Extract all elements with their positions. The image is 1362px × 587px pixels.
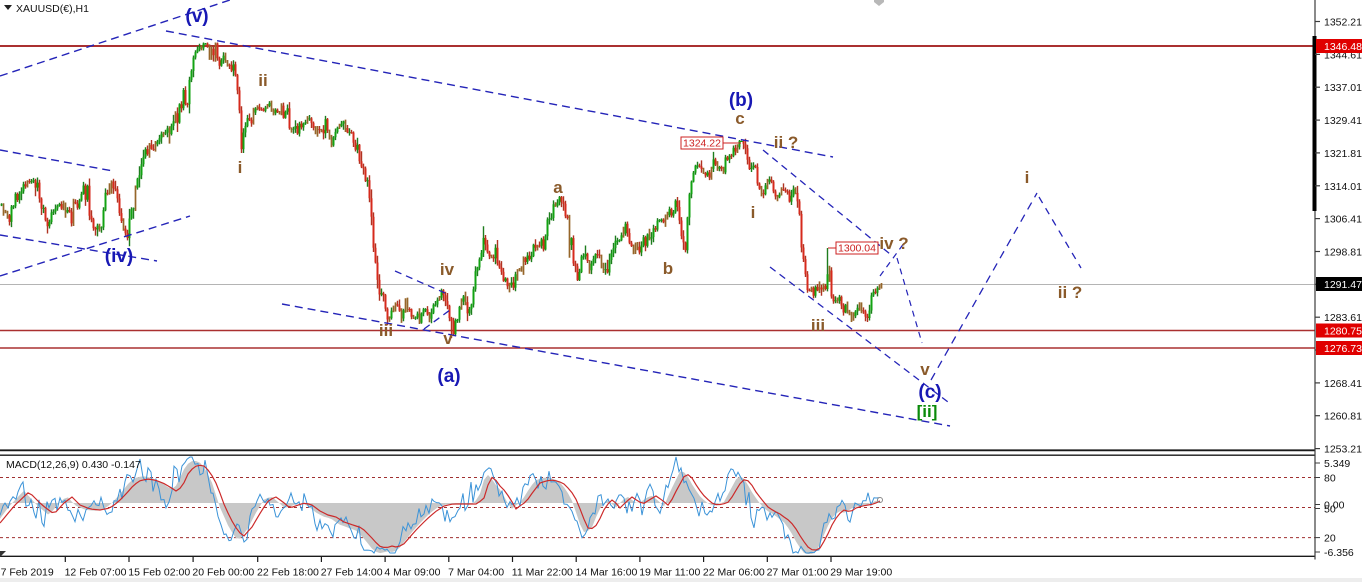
svg-text:(b): (b) (729, 90, 753, 111)
svg-text:MACD(12,26,9) 0.430 -0.147: MACD(12,26,9) 0.430 -0.147 (6, 459, 141, 471)
svg-text:1337.01: 1337.01 (1324, 82, 1362, 94)
svg-text:iv: iv (440, 260, 455, 279)
svg-text:1314.01: 1314.01 (1324, 181, 1362, 193)
svg-text:1253.21: 1253.21 (1324, 444, 1362, 456)
svg-text:(iv): (iv) (105, 246, 134, 267)
svg-text:[ii]: [ii] (917, 402, 938, 421)
svg-text:c: c (735, 109, 744, 128)
svg-text:ii: ii (258, 71, 267, 90)
svg-text:22 Feb 18:00: 22 Feb 18:00 (257, 567, 319, 579)
svg-text:7 Mar 04:00: 7 Mar 04:00 (448, 567, 504, 579)
svg-text:27 Feb 14:00: 27 Feb 14:00 (321, 567, 383, 579)
svg-text:(c): (c) (918, 382, 941, 403)
svg-text:1306.41: 1306.41 (1324, 214, 1362, 226)
svg-text:80: 80 (1324, 473, 1336, 485)
svg-text:1280.75: 1280.75 (1324, 326, 1362, 338)
svg-text:ii ?: ii ? (1058, 283, 1083, 302)
svg-text:14 Mar 16:00: 14 Mar 16:00 (576, 567, 638, 579)
svg-text:1260.81: 1260.81 (1324, 411, 1362, 423)
svg-text:1321.81: 1321.81 (1324, 148, 1362, 160)
svg-text:b: b (663, 259, 673, 278)
svg-text:ii ?: ii ? (774, 133, 799, 152)
svg-text:1300.04: 1300.04 (838, 243, 876, 255)
svg-text:12 Feb 07:00: 12 Feb 07:00 (65, 567, 127, 579)
svg-text:27 Mar 01:00: 27 Mar 01:00 (767, 567, 829, 579)
svg-text:v: v (443, 329, 453, 348)
svg-text:29 Mar 19:00: 29 Mar 19:00 (830, 567, 892, 579)
svg-text:(a): (a) (437, 366, 460, 387)
svg-text:1298.81: 1298.81 (1324, 247, 1362, 259)
svg-text:v: v (920, 360, 930, 379)
svg-text:4 Mar 09:00: 4 Mar 09:00 (384, 567, 440, 579)
svg-text:5.349: 5.349 (1324, 458, 1350, 470)
svg-text:1346.48: 1346.48 (1324, 41, 1362, 53)
svg-text:1268.41: 1268.41 (1324, 378, 1362, 390)
svg-text:20: 20 (1324, 533, 1336, 545)
svg-text:iv ?: iv ? (879, 234, 908, 253)
svg-text:iii: iii (811, 316, 825, 335)
svg-text:i: i (751, 203, 756, 222)
svg-text:0.00: 0.00 (1324, 500, 1345, 512)
svg-text:7 Feb 2019: 7 Feb 2019 (1, 567, 54, 579)
svg-text:1324.22: 1324.22 (683, 138, 721, 150)
svg-text:22 Mar 06:00: 22 Mar 06:00 (703, 567, 765, 579)
svg-text:20 Feb 00:00: 20 Feb 00:00 (192, 567, 254, 579)
svg-text:19 Mar 11:00: 19 Mar 11:00 (639, 567, 700, 579)
svg-text:iii: iii (379, 321, 393, 340)
svg-text:-6.356: -6.356 (1324, 547, 1354, 559)
svg-text:1329.41: 1329.41 (1324, 115, 1362, 127)
svg-text:i: i (1025, 168, 1030, 187)
svg-text:XAUUSD(€),H1: XAUUSD(€),H1 (16, 3, 89, 15)
svg-text:11 Mar 22:00: 11 Mar 22:00 (512, 567, 573, 579)
svg-text:1352.21: 1352.21 (1324, 17, 1362, 29)
svg-text:a: a (553, 178, 563, 197)
svg-text:50: 50 (1324, 504, 1336, 516)
svg-text:(v): (v) (185, 6, 208, 27)
svg-text:15 Feb 02:00: 15 Feb 02:00 (128, 567, 190, 579)
svg-text:1291.47: 1291.47 (1324, 279, 1362, 291)
svg-text:1283.61: 1283.61 (1324, 312, 1362, 324)
svg-text:i: i (238, 158, 243, 177)
svg-text:1276.73: 1276.73 (1324, 343, 1362, 355)
